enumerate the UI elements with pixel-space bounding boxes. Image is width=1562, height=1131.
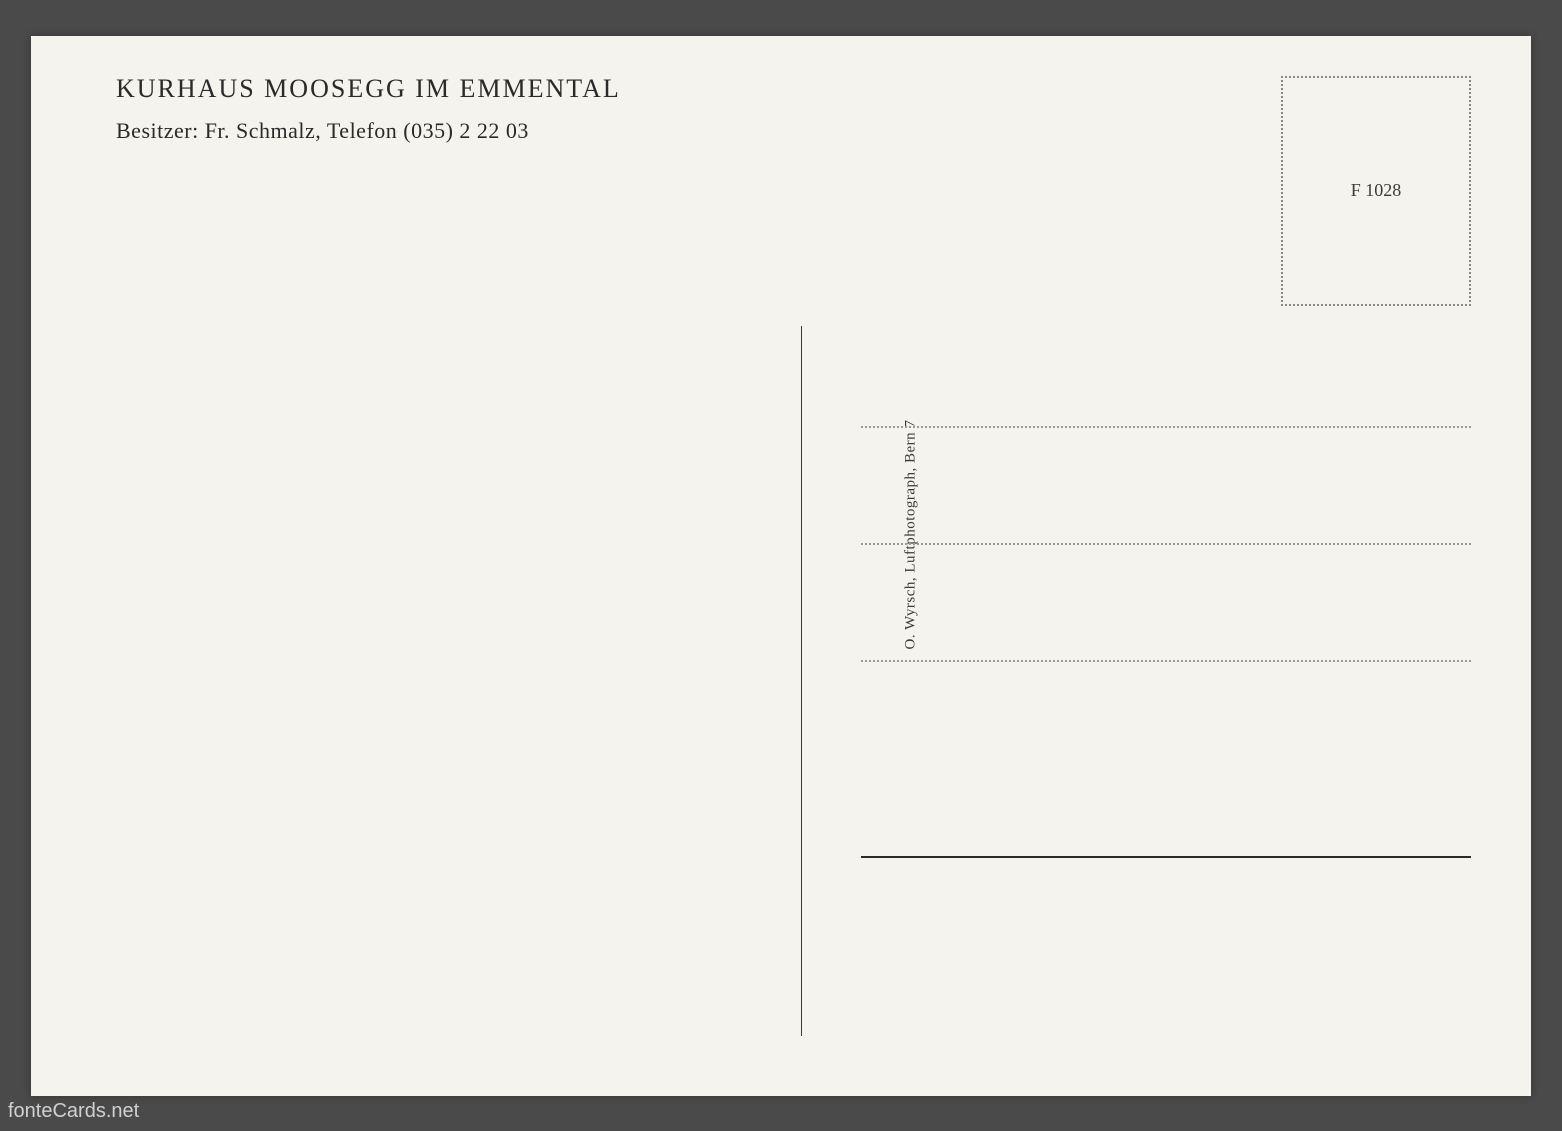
site-watermark: fonteCards.net [8, 1100, 139, 1123]
postcard-header: KURHAUS MOOSEGG IM EMMENTAL Besitzer: Fr… [116, 74, 621, 144]
address-line [861, 660, 1471, 662]
postcard-title: KURHAUS MOOSEGG IM EMMENTAL [116, 74, 621, 104]
postcard-back: KURHAUS MOOSEGG IM EMMENTAL Besitzer: Fr… [31, 36, 1531, 1096]
address-underline [861, 856, 1471, 858]
postcard-subtitle: Besitzer: Fr. Schmalz, Telefon (035) 2 2… [116, 118, 621, 144]
address-line [861, 543, 1471, 545]
stamp-code: F 1028 [1351, 180, 1402, 201]
address-line [861, 426, 1471, 428]
stamp-placeholder: F 1028 [1281, 76, 1471, 306]
center-divider [801, 326, 802, 1036]
address-area [861, 426, 1471, 662]
